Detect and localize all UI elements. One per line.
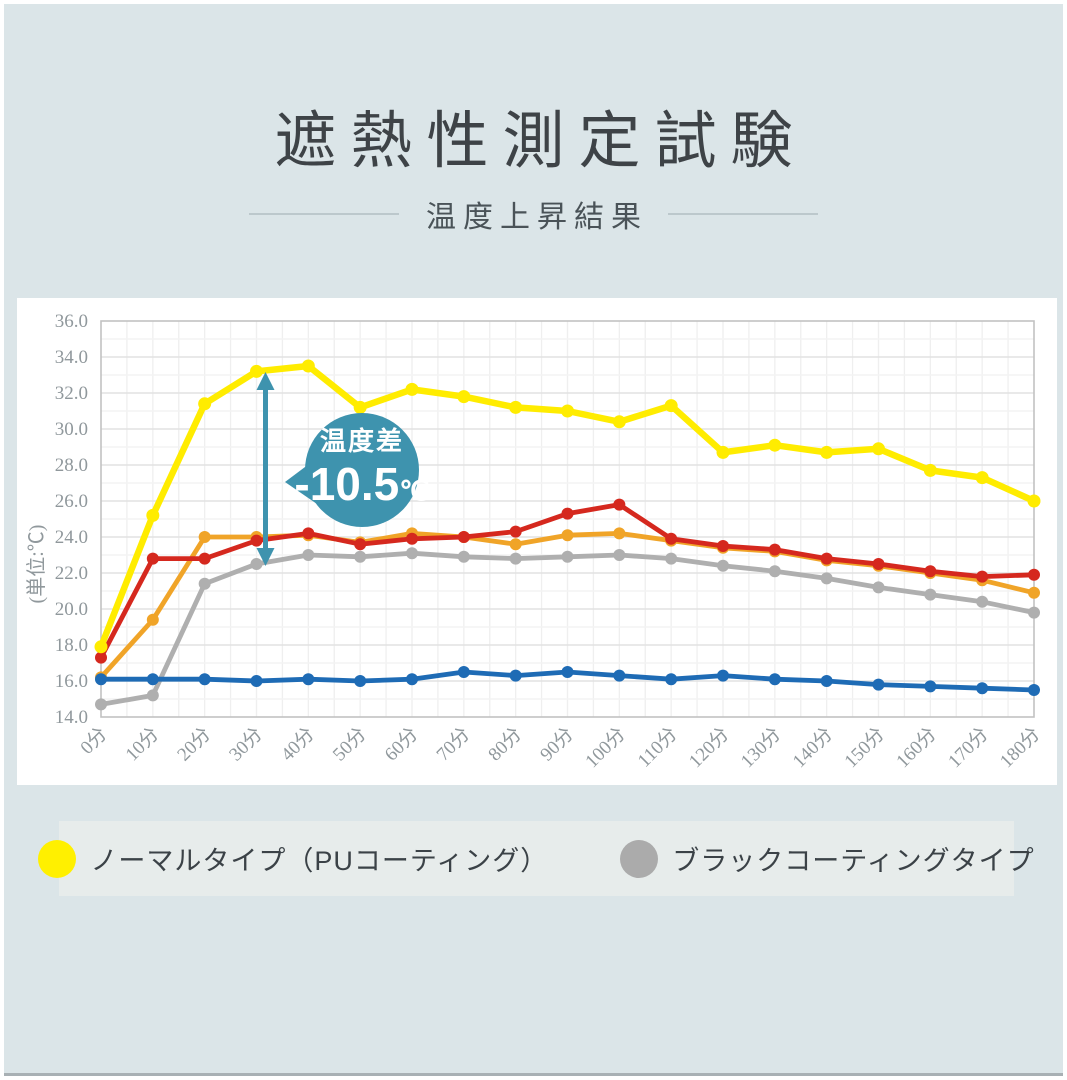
yellow-series-dot-icon [38,839,77,878]
svg-text:140分: 140分 [788,723,837,772]
bottom-divider [4,1073,1063,1076]
temp-diff-label: 温度差 [320,426,404,456]
series-normal-pu [94,359,1041,654]
y-axis-title: (単位:℃) [25,525,48,604]
legend-item-normal-pu: ノーマルタイプ（PUコーティング） [38,839,548,878]
svg-text:16.0: 16.0 [55,671,88,692]
svg-text:100分: 100分 [581,723,630,772]
svg-text:160分: 160分 [892,723,941,772]
svg-text:110分: 110分 [633,723,682,772]
gray-series-dot-icon [620,839,659,878]
x-axis-tick-labels: 0分 10分 20分 30分 40分 50分 60分 70分 80分 90分 100分 110分 120… [76,723,1045,772]
temperature-chart: 36.0 34.0 32.0 30.0 28.0 26.0 24.0 22.0 20.0 18.0… [25,311,1045,772]
legend-label-black-coating: ブラックコーティングタイプ [672,846,1035,876]
svg-text:70分: 70分 [432,723,474,765]
subtitle-left-rule [249,213,399,215]
page-subtitle: 温度上昇結果 [426,201,648,234]
chart-legend: ノーマルタイプ（PUコーティング） ブラックコーティングタイプ [38,821,1034,896]
svg-text:120分: 120分 [684,723,733,772]
plot-border [100,320,1035,718]
series-blue [95,666,1040,696]
svg-text:18.0: 18.0 [55,635,88,656]
temp-diff-annotation: 温度差-10.5℃ [256,372,430,566]
svg-text:20.0: 20.0 [55,599,88,620]
series-red-points [95,498,1040,664]
svg-text:30分: 30分 [225,723,267,765]
svg-text:150分: 150分 [840,723,889,772]
arrow-down-head-icon [256,548,275,566]
arrow-up-head-icon [256,372,275,390]
svg-text:20分: 20分 [173,723,215,765]
svg-text:80分: 80分 [484,723,526,765]
page-title: 遮熱性測定試験 [274,107,807,176]
svg-text:14.0: 14.0 [55,707,88,728]
svg-text:24.0: 24.0 [55,527,88,548]
series-black-coating [95,547,1040,711]
svg-text:0分: 0分 [76,723,112,759]
svg-text:34.0: 34.0 [55,347,88,368]
temp-diff-value: -10.5℃ [294,458,429,510]
page-background: 遮熱性測定試験 温度上昇結果 36.0 34.0 32.0 30.0 28.0 26.0 2… [4,4,1063,1076]
legend-label-normal-pu: ノーマルタイプ（PUコーティング） [90,846,549,876]
svg-text:90分: 90分 [536,723,578,765]
svg-text:60分: 60分 [380,723,422,765]
series-red [95,498,1040,664]
svg-text:10分: 10分 [121,723,163,765]
temp-diff-bubble [305,413,419,527]
subtitle-row: 温度上昇結果 [4,192,1063,236]
svg-text:50分: 50分 [328,723,370,765]
svg-text:36.0: 36.0 [55,311,88,332]
svg-text:32.0: 32.0 [55,383,88,404]
series-black-coating-points [95,547,1040,711]
svg-text:180分: 180分 [995,723,1044,772]
svg-text:26.0: 26.0 [55,491,88,512]
svg-text:30.0: 30.0 [55,419,88,440]
svg-text:22.0: 22.0 [55,563,88,584]
svg-text:40分: 40分 [276,723,318,765]
legend-item-black-coating: ブラックコーティングタイプ [620,839,1034,878]
series-blue-points [95,666,1040,696]
series-normal-pu-points [94,359,1041,654]
chart-panel: 36.0 34.0 32.0 30.0 28.0 26.0 24.0 22.0 20.0 18.0… [17,298,1057,785]
svg-text:170分: 170分 [944,723,993,772]
svg-text:28.0: 28.0 [55,455,88,476]
subtitle-right-rule [668,213,818,215]
y-axis-tick-labels: 36.0 34.0 32.0 30.0 28.0 26.0 24.0 22.0 20.0 18.0… [55,311,88,728]
svg-text:130分: 130分 [736,723,785,772]
